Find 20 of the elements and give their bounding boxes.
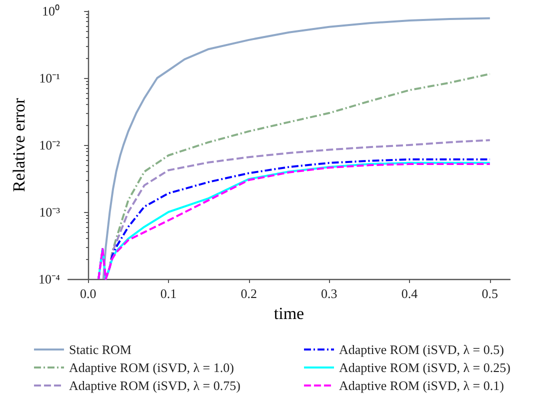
y-tick-label: 10⁻⁴ — [38, 272, 60, 286]
x-tick-label: 0.3 — [321, 286, 338, 301]
legend-label: Static ROM — [69, 342, 132, 357]
legend-label: Adaptive ROM (iSVD, λ = 0.5) — [339, 342, 504, 357]
line-series — [102, 17, 491, 280]
legend-label: Adaptive ROM (iSVD, λ = 0.1) — [339, 378, 504, 393]
y-tick-label: 10⁻³ — [39, 204, 60, 220]
x-tick-label: 0.5 — [482, 286, 498, 301]
legend-label: Adaptive ROM (iSVD, λ = 0.25) — [339, 360, 510, 375]
y-tick-label: 10⁻¹ — [39, 70, 60, 86]
legend-label: Adaptive ROM (iSVD, λ = 0.75) — [69, 378, 240, 393]
x-tick-label: 0.4 — [401, 286, 418, 301]
x-axis-title: time — [274, 304, 304, 323]
y-tick-label: 10⁰ — [42, 4, 60, 18]
x-tick-label: 0.2 — [240, 286, 257, 301]
x-tick-label: 0.0 — [80, 286, 96, 301]
y-tick-label: 10⁻² — [39, 138, 60, 152]
y-axis-title: Relative error — [10, 98, 29, 192]
x-tick-label: 0.1 — [160, 286, 177, 301]
legend-label: Adaptive ROM (iSVD, λ = 1.0) — [69, 360, 234, 375]
